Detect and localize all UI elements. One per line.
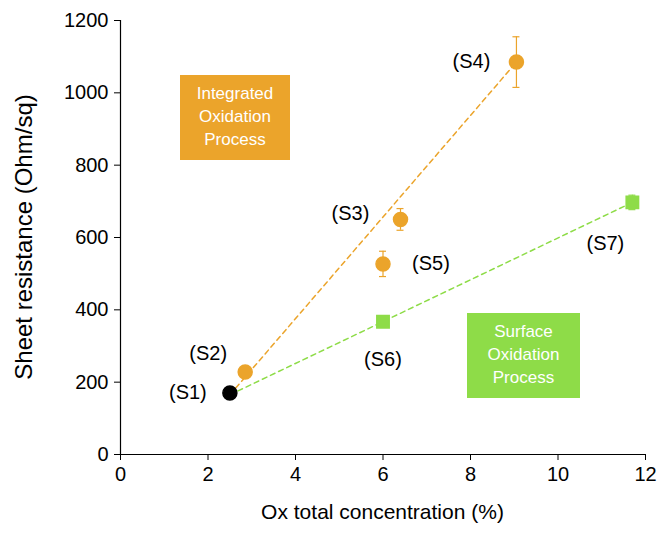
svg-text:(S1): (S1) [169,381,207,403]
svg-text:1000: 1000 [64,81,109,103]
svg-text:200: 200 [75,371,108,393]
html-text:Ox total concentration (%): Ox total concentration (%) [261,500,504,523]
svg-text:12: 12 [634,463,656,485]
svg-text:6: 6 [377,463,388,485]
svg-text:8: 8 [465,463,476,485]
svg-text:(S2): (S2) [189,342,227,364]
svg-text:600: 600 [75,226,108,248]
svg-text:800: 800 [75,154,108,176]
svg-text:400: 400 [75,298,108,320]
svg-text:(S7): (S7) [586,232,624,254]
html-text:Surface Oxidation Process: Surface Oxidation Process [487,322,560,387]
svg-text:(S3): (S3) [332,202,370,224]
svg-text:1200: 1200 [64,9,109,31]
svg-text:0: 0 [97,443,108,465]
svg-text:(S5): (S5) [412,252,450,274]
svg-text:2: 2 [202,463,213,485]
svg-text:(S6): (S6) [364,348,402,370]
html-text:Sheet resistance (Ohm/sq): Sheet resistance (Ohm/sq) [10,94,37,380]
svg-text:4: 4 [290,463,301,485]
svg-text:10: 10 [547,463,569,485]
svg-text:0: 0 [115,463,126,485]
svg-text:(S4): (S4) [453,50,491,72]
html-text:Integrated Oxidation Process: Integrated Oxidation Process [196,84,274,149]
